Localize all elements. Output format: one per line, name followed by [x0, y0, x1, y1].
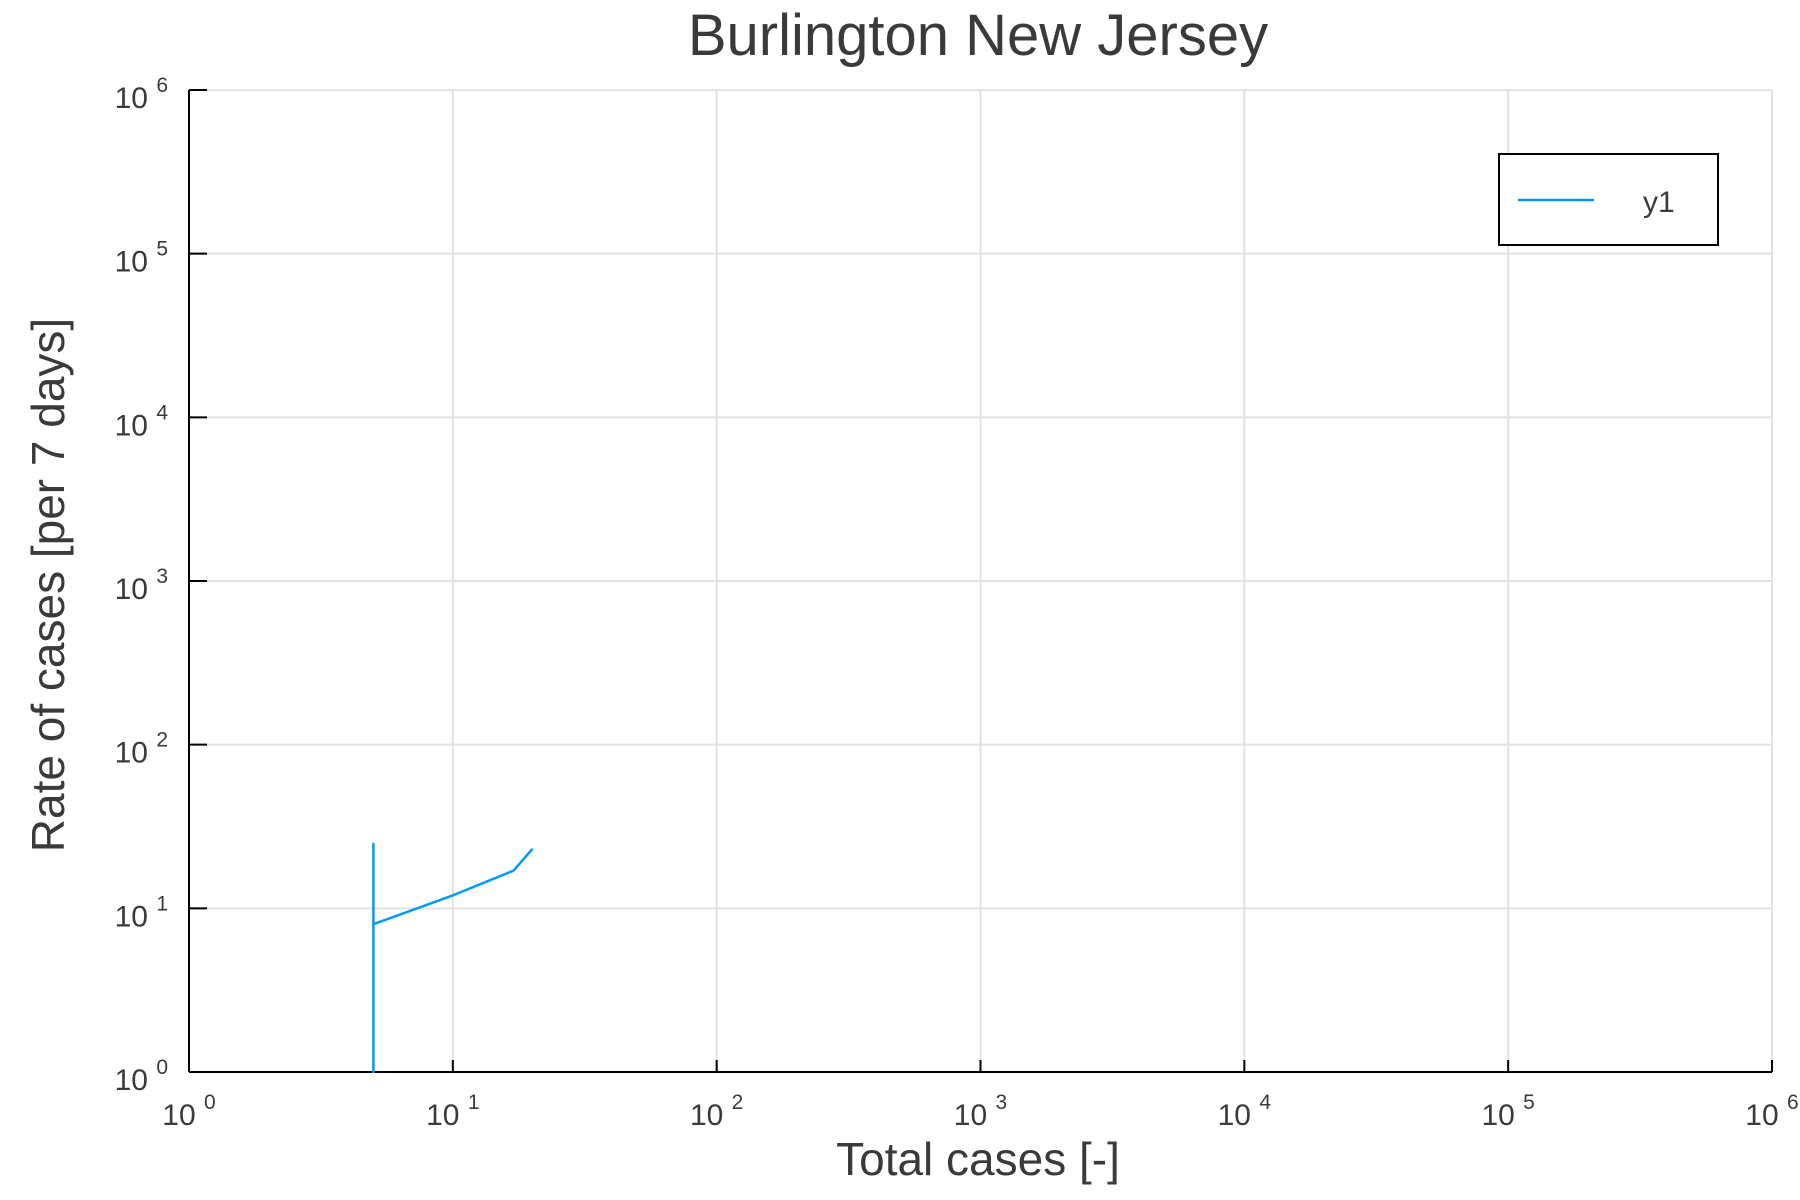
y-tick-label: 10 2: [115, 729, 168, 770]
x-tick-label: 10 3: [954, 1091, 1007, 1132]
x-tick-label: 10 1: [426, 1091, 479, 1132]
legend-box: [1498, 153, 1719, 246]
y-tick-base: 10: [115, 82, 157, 115]
x-tick-base: 10: [1745, 1099, 1787, 1132]
y-tick-labels: 10 010 110 210 310 410 510 6: [115, 74, 169, 1097]
x-tick-exponent: 2: [732, 1091, 744, 1114]
y-tick-exponent: 5: [156, 238, 168, 261]
x-tick-exponent: 5: [1523, 1091, 1535, 1114]
y-tick-exponent: 1: [156, 892, 168, 915]
y-tick-label: 10 6: [115, 74, 168, 115]
x-tick-label: 10 0: [162, 1091, 215, 1132]
y-tick-base: 10: [115, 900, 157, 933]
data-point: [372, 923, 375, 925]
x-tick-exponent: 0: [204, 1091, 216, 1114]
chart-title: Burlington New Jersey: [688, 3, 1268, 68]
x-tick-exponent: 6: [1787, 1091, 1799, 1114]
x-tick-base: 10: [1218, 1099, 1260, 1132]
x-tick-base: 10: [690, 1099, 732, 1132]
legend-label: y1: [1643, 186, 1675, 219]
y-tick-label: 10 0: [115, 1056, 168, 1097]
x-axis-label: Total cases [-]: [836, 1133, 1120, 1185]
data-point: [512, 869, 515, 872]
y-tick-base: 10: [115, 573, 157, 606]
x-tick-labels: 10 0 10 1 10 2 10 3 10 4 10 5 10 6: [162, 1091, 1798, 1132]
grid: [188, 89, 1773, 1073]
y-tick-label: 10 4: [115, 401, 169, 442]
data-point: [372, 842, 375, 844]
x-tick-label: 10 6: [1745, 1091, 1798, 1132]
y-axis-label: Rate of cases [per 7 days]: [22, 318, 74, 852]
x-tick-exponent: 4: [1259, 1091, 1271, 1114]
x-tick-base: 10: [426, 1099, 468, 1132]
y-tick-exponent: 4: [156, 401, 168, 424]
x-tick-base: 10: [954, 1099, 996, 1132]
y-tick-base: 10: [115, 246, 157, 279]
y-tick-label: 10 3: [115, 565, 168, 606]
data-point: [372, 1071, 375, 1073]
data-point: [531, 848, 534, 850]
x-tick-base: 10: [1481, 1099, 1523, 1132]
x-tick-exponent: 1: [468, 1091, 480, 1114]
y-tick-base: 10: [115, 737, 157, 770]
y-tick-exponent: 2: [156, 729, 168, 752]
x-tick-label: 10 4: [1218, 1091, 1272, 1132]
series-line: [372, 843, 534, 1074]
y-tick-base: 10: [115, 409, 157, 442]
y-tick-exponent: 6: [156, 74, 168, 97]
y-tick-exponent: 3: [156, 565, 168, 588]
series-layer: [372, 842, 534, 1074]
axes: [188, 89, 1773, 1073]
x-tick-label: 10 2: [690, 1091, 743, 1132]
x-tick-base: 10: [162, 1099, 204, 1132]
y-tick-base: 10: [115, 1064, 157, 1097]
data-point: [452, 894, 454, 897]
y-tick-exponent: 0: [156, 1056, 168, 1079]
y-tick-label: 10 1: [115, 892, 168, 933]
legend: y1: [1498, 153, 1719, 246]
x-tick-exponent: 3: [996, 1091, 1008, 1114]
x-tick-label: 10 5: [1481, 1091, 1534, 1132]
y-tick-label: 10 5: [115, 238, 168, 279]
